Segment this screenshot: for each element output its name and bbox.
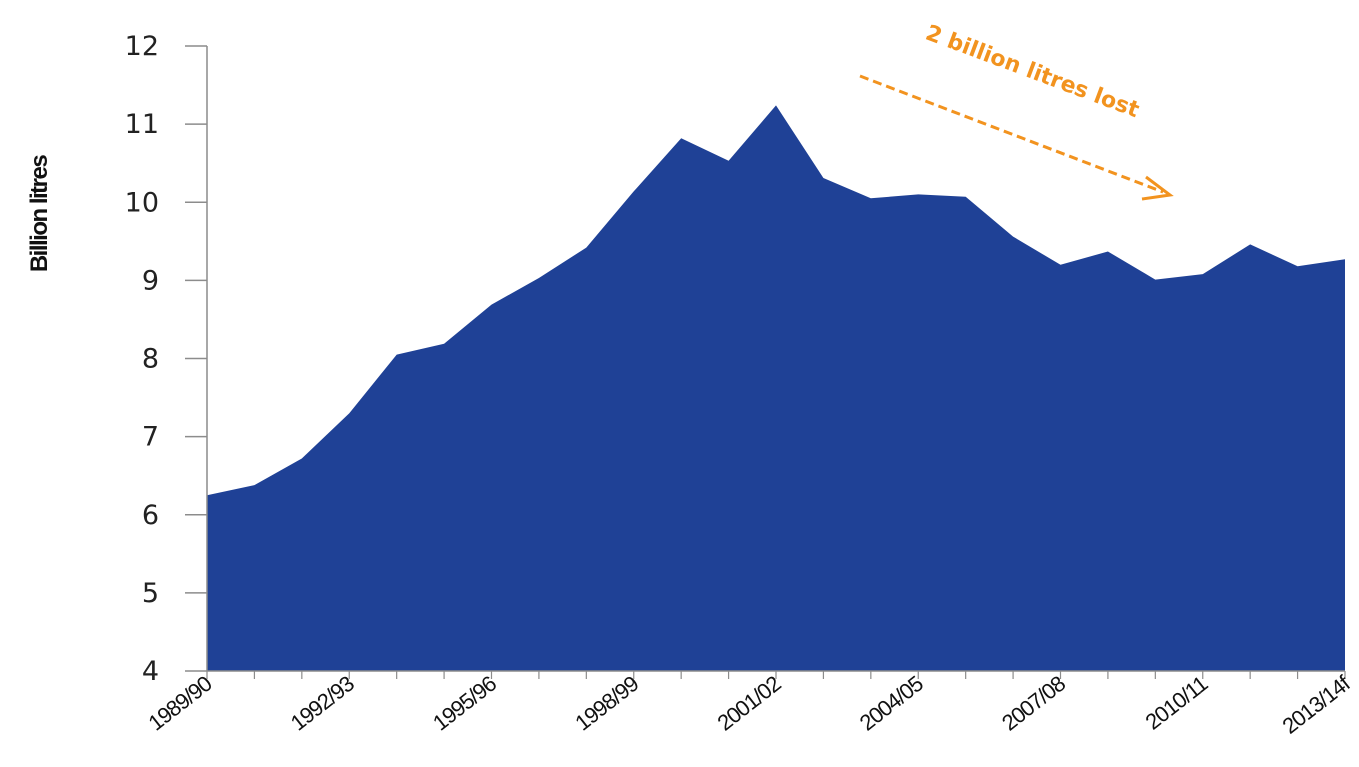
y-tick-label: 12 — [125, 31, 159, 62]
area-series — [207, 105, 1345, 671]
x-tick-label: 1995/96 — [428, 671, 501, 736]
x-tick-label: 2001/02 — [713, 671, 786, 736]
x-tick-label: 2013/14f — [1278, 670, 1356, 739]
y-tick-label: 10 — [125, 187, 159, 218]
annotation: 2 billion litres lost — [859, 21, 1174, 201]
x-tick-label: 1992/93 — [286, 671, 359, 736]
y-tick-label: 7 — [142, 422, 159, 453]
y-tick-label: 11 — [125, 109, 159, 140]
x-tick-label: 2007/08 — [997, 671, 1070, 736]
x-tick-label: 2010/11 — [1141, 671, 1213, 735]
x-tick-label: 2004/05 — [855, 671, 928, 736]
annotation-arrow-head — [1141, 175, 1174, 201]
y-axis-label: Billion litres — [26, 155, 53, 273]
annotation-text: 2 billion litres lost — [922, 21, 1143, 124]
y-tick-label: 9 — [142, 265, 159, 296]
x-tick-label: 1998/99 — [570, 671, 643, 736]
x-axis-ticks: 1989/90 1992/93 1995/96 1998/99 2001/02 2004/… — [144, 670, 1356, 739]
y-tick-label: 8 — [142, 344, 159, 375]
y-tick-label: 4 — [142, 656, 159, 687]
y-tick-label: 5 — [142, 578, 159, 609]
annotation-arrow-line — [859, 74, 1164, 194]
y-tick-label: 6 — [142, 500, 159, 531]
y-axis-ticks: 4 5 6 7 8 9 10 11 12 — [125, 31, 207, 687]
